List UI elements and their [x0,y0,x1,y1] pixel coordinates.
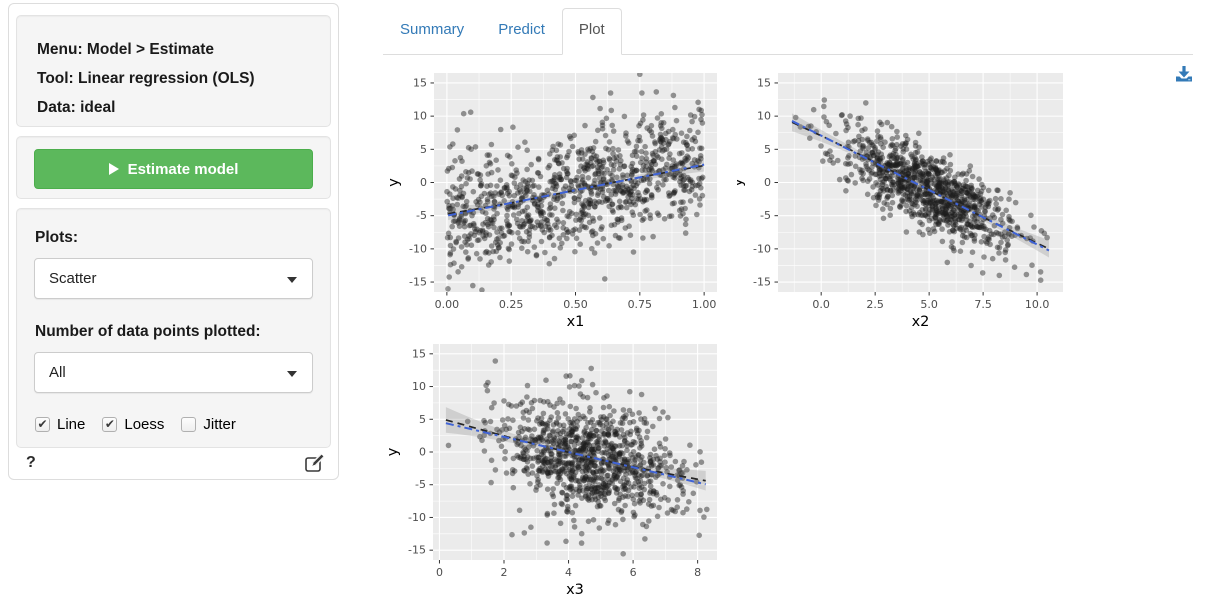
result-tabs: Summary Predict Plot [383,8,1193,55]
estimate-card: Estimate model [16,136,331,199]
svg-text:4: 4 [565,566,572,579]
svg-text:5: 5 [420,143,427,156]
menu-breadcrumb: Menu: Model > Estimate [37,41,214,58]
svg-text:15: 15 [413,76,427,89]
svg-text:2.5: 2.5 [866,298,884,311]
svg-text:5: 5 [419,413,426,426]
chevron-down-icon [287,277,297,283]
svg-text:10: 10 [413,110,427,123]
svg-text:0.25: 0.25 [499,298,524,311]
svg-text:10.0: 10.0 [1025,298,1050,311]
svg-text:1.00: 1.00 [692,298,717,311]
svg-text:0.75: 0.75 [628,298,653,311]
estimate-model-label: Estimate model [127,160,239,178]
npoints-label: Number of data points plotted: [35,323,261,340]
plots-label: Plots: [35,229,79,246]
svg-text:x1: x1 [567,314,585,330]
svg-text:-10: -10 [753,242,771,255]
svg-text:-5: -5 [760,209,771,222]
plot-type-select[interactable]: Scatter [34,258,313,299]
svg-text:0: 0 [419,446,426,459]
svg-text:0.00: 0.00 [435,298,460,311]
svg-text:-10: -10 [408,511,426,524]
svg-text:15: 15 [412,347,426,360]
svg-text:7.5: 7.5 [974,298,992,311]
svg-text:0.50: 0.50 [563,298,588,311]
svg-text:-10: -10 [409,242,427,255]
svg-text:y: y [386,178,402,187]
tool-name: Tool: Linear regression (OLS) [37,70,255,87]
dataset-name: Data: ideal [37,99,116,116]
chevron-down-icon [287,371,297,377]
download-icon[interactable] [1174,64,1194,84]
plot-option-checkboxes: ✔ Line ✔ Loess Jitter [35,416,253,433]
svg-text:15: 15 [757,76,771,89]
svg-text:5.0: 5.0 [920,298,938,311]
svg-text:0: 0 [436,566,443,579]
svg-text:0: 0 [764,176,771,189]
svg-text:-5: -5 [415,478,426,491]
plot-type-value: Scatter [49,270,97,287]
play-icon [108,163,119,175]
tab-predict[interactable]: Predict [498,21,545,38]
plot-options-card: Plots: Scatter Number of data points plo… [16,208,331,448]
svg-text:y: y [737,178,746,187]
npoints-value: All [49,364,66,381]
checkbox-icon: ✔ [35,417,50,432]
help-icon[interactable]: ? [26,454,36,471]
svg-text:-15: -15 [409,276,427,289]
jitter-checkbox[interactable]: Jitter [181,416,236,433]
svg-text:2: 2 [501,566,508,579]
svg-text:-15: -15 [408,544,426,557]
npoints-select[interactable]: All [34,352,313,393]
line-checkbox[interactable]: ✔ Line [35,416,85,433]
svg-text:x3: x3 [566,582,584,598]
tab-plot[interactable]: Plot [561,8,622,55]
svg-text:10: 10 [757,110,771,123]
svg-text:0: 0 [420,176,427,189]
svg-text:-5: -5 [416,209,427,222]
sidebar: Menu: Model > Estimate Tool: Linear regr… [8,3,339,480]
checkbox-icon: ✔ [102,417,118,432]
loess-checkbox[interactable]: ✔ Loess [102,416,164,433]
svg-text:5: 5 [764,143,771,156]
tab-summary[interactable]: Summary [400,21,465,38]
edit-report-icon[interactable] [304,453,325,479]
estimate-model-button[interactable]: Estimate model [34,149,313,189]
svg-text:y: y [385,447,401,456]
svg-text:6: 6 [630,566,637,579]
svg-text:8: 8 [694,566,701,579]
checkbox-icon [181,417,197,432]
svg-text:-15: -15 [753,276,771,289]
svg-text:x2: x2 [912,314,930,330]
model-info-card: Menu: Model > Estimate Tool: Linear regr… [16,15,331,127]
svg-text:10: 10 [412,380,426,393]
svg-text:0.0: 0.0 [812,298,830,311]
